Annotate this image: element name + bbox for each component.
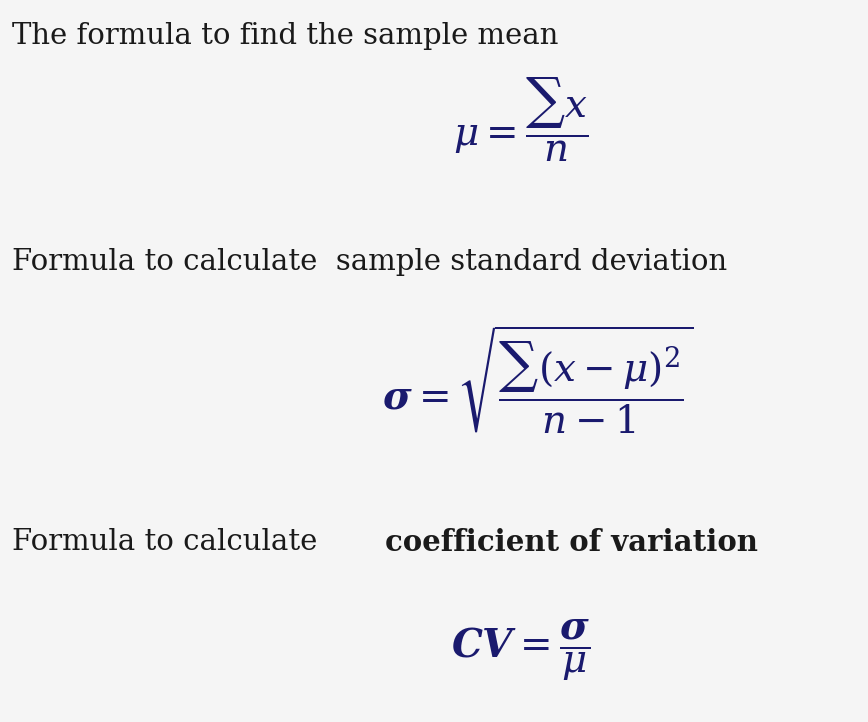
Text: coefficient of variation: coefficient of variation xyxy=(385,528,758,557)
Text: Formula to calculate  sample standard deviation: Formula to calculate sample standard dev… xyxy=(12,248,727,276)
Text: $\boldsymbol{CV} = \dfrac{\boldsymbol{\sigma}}{\mu}$: $\boldsymbol{CV} = \dfrac{\boldsymbol{\s… xyxy=(451,617,590,682)
Text: $\mu = \dfrac{\sum x}{n}$: $\mu = \dfrac{\sum x}{n}$ xyxy=(453,76,589,164)
Text: The formula to find the sample mean: The formula to find the sample mean xyxy=(12,22,558,50)
Text: Formula to calculate: Formula to calculate xyxy=(12,528,326,556)
Text: $\boldsymbol{\sigma} = \sqrt{\dfrac{\sum (x - \mu)^2}{n - 1}}$: $\boldsymbol{\sigma} = \sqrt{\dfrac{\sum… xyxy=(383,323,694,436)
